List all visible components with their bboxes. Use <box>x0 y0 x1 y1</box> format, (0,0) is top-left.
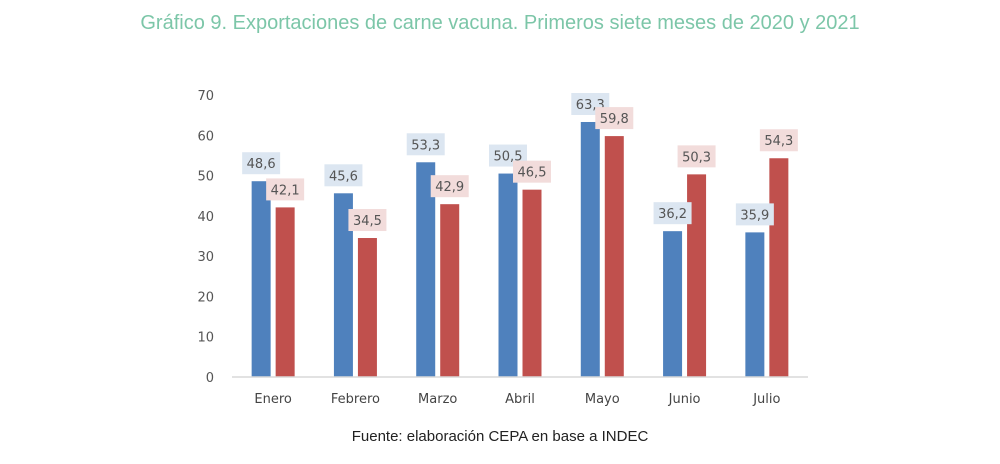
x-tick-label: Marzo <box>418 392 457 407</box>
y-tick-label: 20 <box>197 290 214 305</box>
bar <box>440 204 460 377</box>
y-tick-label: 0 <box>206 371 214 386</box>
x-tick-label: Abril <box>505 392 535 407</box>
data-label-bg <box>406 133 445 156</box>
data-label-bg <box>242 152 281 175</box>
bar <box>357 238 377 377</box>
data-label: 35,9 <box>740 208 769 223</box>
bar <box>251 181 271 377</box>
bar <box>769 158 789 377</box>
data-label: 34,5 <box>353 214 382 229</box>
x-tick-label: Febrero <box>331 392 380 407</box>
category-labels: Enero Febrero Marzo Abril Mayo Junio Julio <box>254 392 780 407</box>
bar <box>275 207 295 377</box>
y-axis-ticks: 0 10 20 30 40 50 60 70 <box>197 89 214 386</box>
y-tick-label: 60 <box>197 129 214 144</box>
data-label-bg <box>677 145 716 168</box>
chart-title: Gráfico 9. Exportaciones de carne vacuna… <box>140 12 860 34</box>
data-label: 53,3 <box>411 138 440 153</box>
y-tick-label: 10 <box>197 331 214 346</box>
data-label: 45,6 <box>329 169 358 184</box>
bar <box>522 189 542 377</box>
source-note: Fuente: elaboración CEPA en base a INDEC <box>351 428 649 445</box>
data-label-bg <box>324 164 363 187</box>
data-label: 46,5 <box>518 166 547 181</box>
y-tick-label: 30 <box>197 250 214 265</box>
data-label-bg <box>348 209 387 232</box>
bar <box>498 173 518 377</box>
data-label: 42,1 <box>271 183 300 198</box>
data-label-bg <box>595 107 634 130</box>
data-labels: 48,642,145,634,553,342,950,546,563,359,8… <box>242 92 798 232</box>
bar <box>604 136 624 377</box>
y-tick-label: 40 <box>197 210 214 225</box>
data-label-bg <box>735 203 774 226</box>
data-label-bg <box>266 178 305 201</box>
x-tick-label: Junio <box>668 392 701 407</box>
x-tick-label: Mayo <box>585 392 620 407</box>
bar <box>745 232 765 377</box>
data-label: 59,8 <box>600 112 629 127</box>
y-tick-label: 50 <box>197 170 214 185</box>
bar <box>663 231 683 377</box>
bar <box>580 121 600 378</box>
data-label: 48,6 <box>247 157 276 172</box>
bar <box>687 174 707 377</box>
bar <box>333 193 353 377</box>
data-label-bg <box>759 129 798 152</box>
bars <box>251 121 789 378</box>
data-label-bg <box>513 160 551 183</box>
data-label: 36,2 <box>658 207 687 222</box>
data-label-bg <box>653 202 692 225</box>
data-label-bg <box>430 175 469 198</box>
bar <box>416 162 436 377</box>
data-label: 42,9 <box>435 180 464 195</box>
y-tick-label: 70 <box>197 89 214 104</box>
data-label: 50,3 <box>682 150 711 165</box>
x-tick-label: Enero <box>254 392 292 407</box>
data-label: 54,3 <box>764 134 793 149</box>
x-tick-label: Julio <box>752 392 780 407</box>
